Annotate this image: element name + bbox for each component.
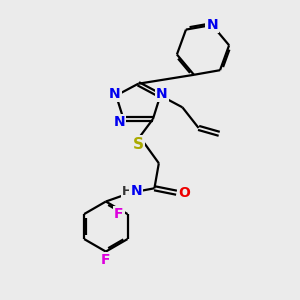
Text: F: F xyxy=(114,207,123,221)
Text: N: N xyxy=(156,87,168,101)
Text: O: O xyxy=(178,186,190,200)
Text: N: N xyxy=(109,87,121,101)
Text: N: N xyxy=(109,87,121,101)
Text: S: S xyxy=(133,136,144,152)
Text: N: N xyxy=(206,18,218,32)
Text: N: N xyxy=(113,115,125,129)
Text: H: H xyxy=(122,185,133,198)
Text: F: F xyxy=(114,207,123,221)
Text: N: N xyxy=(156,87,168,101)
Text: N: N xyxy=(130,184,142,198)
Text: F: F xyxy=(101,254,111,267)
Text: N: N xyxy=(130,184,142,198)
Text: F: F xyxy=(101,254,111,267)
Text: H: H xyxy=(122,185,133,198)
Text: N: N xyxy=(113,115,125,129)
Text: S: S xyxy=(133,136,144,152)
Text: N: N xyxy=(206,18,218,32)
Text: O: O xyxy=(178,186,190,200)
